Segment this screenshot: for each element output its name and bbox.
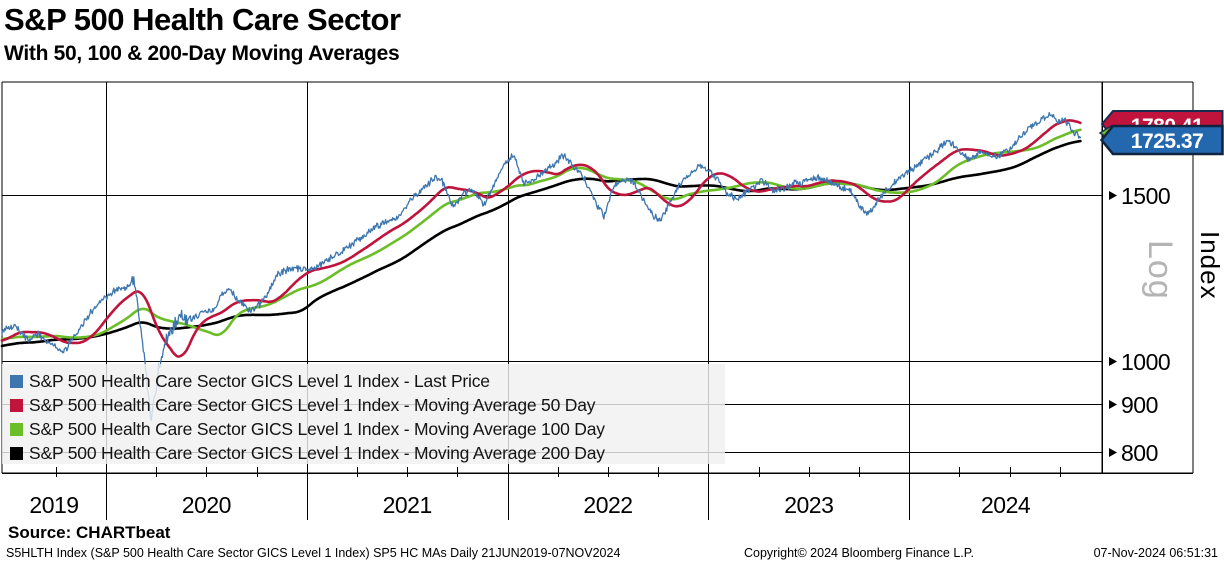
footer-timestamp: 07-Nov-2024 06:51:31 [1093, 546, 1218, 560]
footer-copyright: Copyright© 2024 Bloomberg Finance L.P. [744, 546, 974, 560]
legend-label: S&P 500 Health Care Sector GICS Level 1 … [29, 418, 605, 439]
y-axis-arrows [1109, 191, 1117, 457]
price-flags: 1780.41 1725.37 [1098, 110, 1224, 156]
y-axis-title: Index [1195, 231, 1224, 300]
legend-item-ma50: S&P 500 Health Care Sector GICS Level 1 … [10, 393, 725, 417]
y-tick-label: 900 [1121, 391, 1158, 418]
ma100-swatch [10, 422, 23, 436]
ma100-line [0, 128, 1082, 341]
chart-subtitle: With 50, 100 & 200-Day Moving Averages [4, 42, 400, 65]
legend-item-last-price: S&P 500 Health Care Sector GICS Level 1 … [10, 369, 725, 393]
footer-ticker-info: S5HLTH Index (S&P 500 Health Care Sector… [6, 546, 621, 560]
chart-title: S&P 500 Health Care Sector [4, 2, 401, 37]
ma200-line [0, 139, 1082, 348]
log-scale-label: Log [1141, 240, 1179, 300]
x-tick-label: 2023 [784, 492, 834, 518]
x-tick-label: 2021 [382, 492, 433, 518]
x-tick-label: 2024 [981, 492, 1031, 518]
ma50-line [0, 119, 1082, 358]
x-tick-label: 2019 [29, 492, 79, 518]
legend-label: S&P 500 Health Care Sector GICS Level 1 … [29, 442, 605, 463]
legend-label: S&P 500 Health Care Sector GICS Level 1 … [29, 370, 490, 391]
ma200-swatch [10, 446, 23, 460]
legend-label: S&P 500 Health Care Sector GICS Level 1 … [29, 394, 596, 415]
x-tick-label: 2022 [583, 492, 633, 518]
last-price-flag-value: 1725.37 [1131, 130, 1203, 153]
source-attribution: Source: CHARTbeat [8, 523, 171, 542]
legend-item-ma100: S&P 500 Health Care Sector GICS Level 1 … [10, 417, 725, 441]
series-lines [0, 111, 1082, 421]
footer-bar: S5HLTH Index (S&P 500 Health Care Sector… [0, 546, 1224, 564]
last-price-swatch [10, 374, 23, 388]
y-tick-label: 800 [1121, 439, 1158, 466]
y-tick-label: 1500 [1121, 182, 1171, 209]
y-tick-label: 1000 [1121, 348, 1171, 375]
x-tick-label: 2020 [181, 492, 232, 518]
ma50-swatch [10, 398, 23, 412]
axis-ticks [56, 467, 1061, 520]
legend-item-ma200: S&P 500 Health Care Sector GICS Level 1 … [10, 441, 725, 465]
plot-frame [1, 81, 1194, 474]
last-price-flag [1099, 124, 1224, 156]
last-price-line [1, 111, 1082, 421]
legend: S&P 500 Health Care Sector GICS Level 1 … [2, 364, 725, 464]
